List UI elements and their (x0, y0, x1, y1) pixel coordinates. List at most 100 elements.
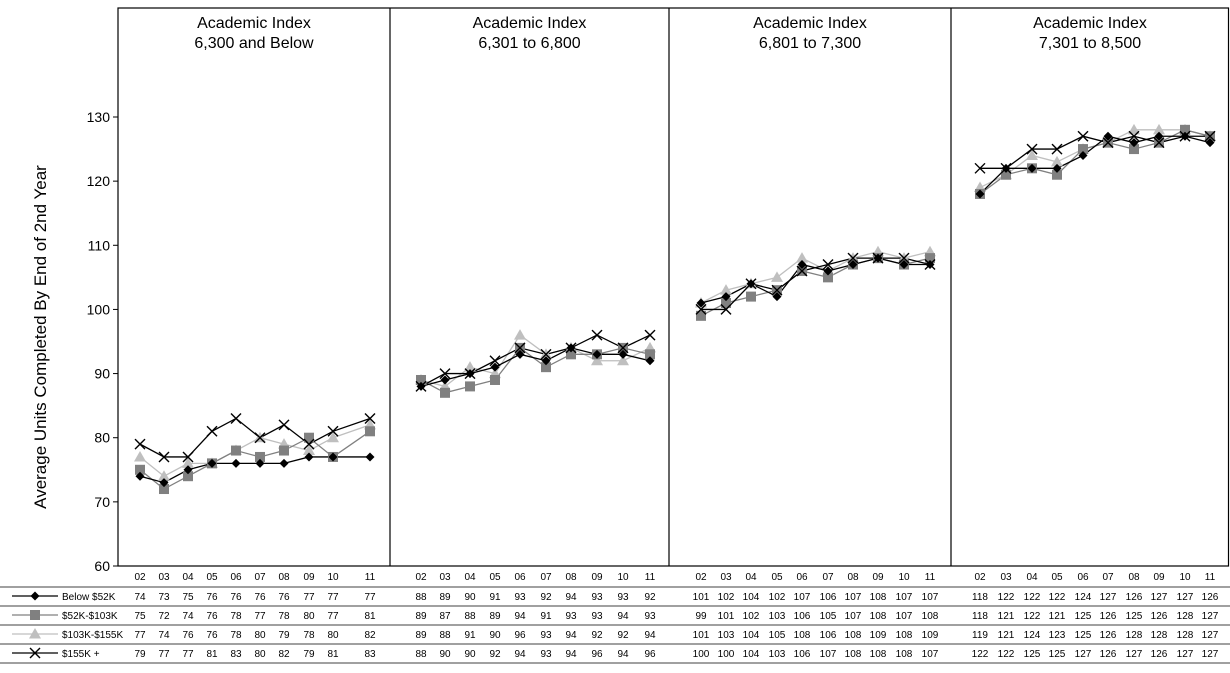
table-cell: 108 (922, 611, 939, 622)
data-point (279, 458, 289, 468)
x-tick-label: 11 (365, 572, 376, 583)
table-cell: 128 (1126, 630, 1143, 641)
table-cell: 78 (303, 630, 315, 641)
series-markers (134, 123, 1216, 495)
y-tick-label: 80 (94, 430, 110, 446)
x-tick-label: 09 (872, 572, 884, 583)
x-tick-label: 09 (591, 572, 603, 583)
data-point (1026, 143, 1038, 155)
table-cell: 96 (644, 649, 656, 660)
table-cell: 88 (415, 649, 427, 660)
table-cell: 77 (327, 592, 339, 603)
table-cell: 121 (998, 630, 1015, 641)
table-cell: 106 (794, 649, 811, 660)
data-point (440, 375, 450, 385)
data-point (254, 432, 266, 444)
table-cell: 93 (644, 611, 656, 622)
table-cell: 77 (303, 592, 315, 603)
table-cell: 80 (303, 611, 315, 622)
data-point (439, 368, 451, 380)
table-cell: 92 (540, 592, 552, 603)
data-point (159, 478, 169, 488)
table-cell: 76 (278, 592, 290, 603)
data-point (327, 431, 339, 443)
data-point (465, 381, 475, 392)
table-cell: 94 (565, 649, 577, 660)
data-point (183, 471, 193, 482)
x-tick-label: 03 (439, 572, 451, 583)
x-tick-label: 03 (158, 572, 170, 583)
panel-title-3-line-2: 6,801 to 7,300 (759, 35, 861, 52)
data-point (231, 445, 241, 456)
data-point (1129, 144, 1139, 155)
table-cell: 101 (693, 630, 710, 641)
table-cell: 108 (896, 649, 913, 660)
data-point (134, 438, 146, 450)
x-tick-label: 02 (134, 572, 146, 583)
data-point (566, 349, 576, 360)
table-cell: 128 (1177, 630, 1194, 641)
y-tick-label: 120 (87, 173, 111, 189)
data-table: 74 73 75 76 76 76 76 77 77 77 75 72 74 76 78 77 78 80 77 81… (0, 586, 1230, 664)
data-point (644, 329, 656, 341)
table-cell: 104 (743, 592, 760, 603)
data-point (489, 355, 501, 367)
table-cell: 92 (489, 649, 501, 660)
series-line-4-4 (980, 135, 1210, 169)
series-line-3-4 (701, 257, 931, 311)
legend-label: $103K-$155K (62, 630, 123, 641)
y-tick-label: 110 (88, 237, 111, 253)
data-point (771, 284, 783, 296)
data-point (304, 432, 314, 443)
table-cell: 108 (845, 649, 862, 660)
series-line-1-3 (139, 424, 371, 477)
table-cell: 89 (439, 592, 451, 603)
table-cell: 77 (158, 649, 170, 660)
data-point (720, 303, 732, 315)
table-cell: 126 (1100, 649, 1117, 660)
table-cell: 104 (743, 649, 760, 660)
series-line-1-2 (139, 430, 371, 490)
table-cell: 75 (134, 611, 146, 622)
data-point (303, 438, 315, 450)
panel-titles: Academic Index 6,300 and Below Academic In… (194, 15, 1147, 52)
data-point (925, 253, 935, 264)
panel-title-2-line-1: Academic Index (473, 15, 587, 32)
x-tick-label: 10 (898, 572, 910, 583)
data-point (771, 271, 783, 282)
table-cell: 107 (922, 649, 939, 660)
table-cell: 94 (617, 611, 629, 622)
table-cell: 79 (278, 630, 290, 641)
data-point (183, 465, 193, 475)
table-cell: 124 (1075, 592, 1092, 603)
data-point (1027, 163, 1037, 173)
table-cell: 126 (1202, 592, 1219, 603)
x-tick-label: 04 (745, 572, 757, 583)
table-cell: 102 (743, 611, 760, 622)
data-point (899, 260, 909, 270)
data-point (514, 329, 526, 340)
x-axis: 02 03 04 05 06 07 08 09 10 11 02 03 04 05 06 07 08 09 10 11… (134, 572, 1215, 583)
legend-key-marker (29, 628, 41, 639)
table-cell: 87 (439, 611, 451, 622)
data-point (440, 387, 450, 398)
table-cell: 108 (845, 630, 862, 641)
data-point (721, 298, 731, 309)
series-line-4-1 (979, 135, 1211, 195)
x-tick-label: 11 (925, 572, 936, 583)
data-point (541, 362, 551, 373)
data-point (278, 419, 290, 431)
table-cell: 83 (364, 649, 376, 660)
table-cell: 93 (565, 611, 577, 622)
table-cell: 88 (464, 611, 476, 622)
x-tick-label: 07 (822, 572, 834, 583)
table-cell: 127 (1202, 630, 1219, 641)
table-cell: 121 (998, 611, 1015, 622)
table-cell: 77 (134, 630, 146, 641)
data-point (182, 451, 194, 463)
table-cell: 76 (230, 592, 242, 603)
y-axis: 60 70 80 90 100 110 120 130 Average Units Comple… (31, 109, 118, 574)
table-cell: 77 (182, 649, 194, 660)
data-point (158, 470, 170, 481)
table-cell: 74 (134, 592, 146, 603)
